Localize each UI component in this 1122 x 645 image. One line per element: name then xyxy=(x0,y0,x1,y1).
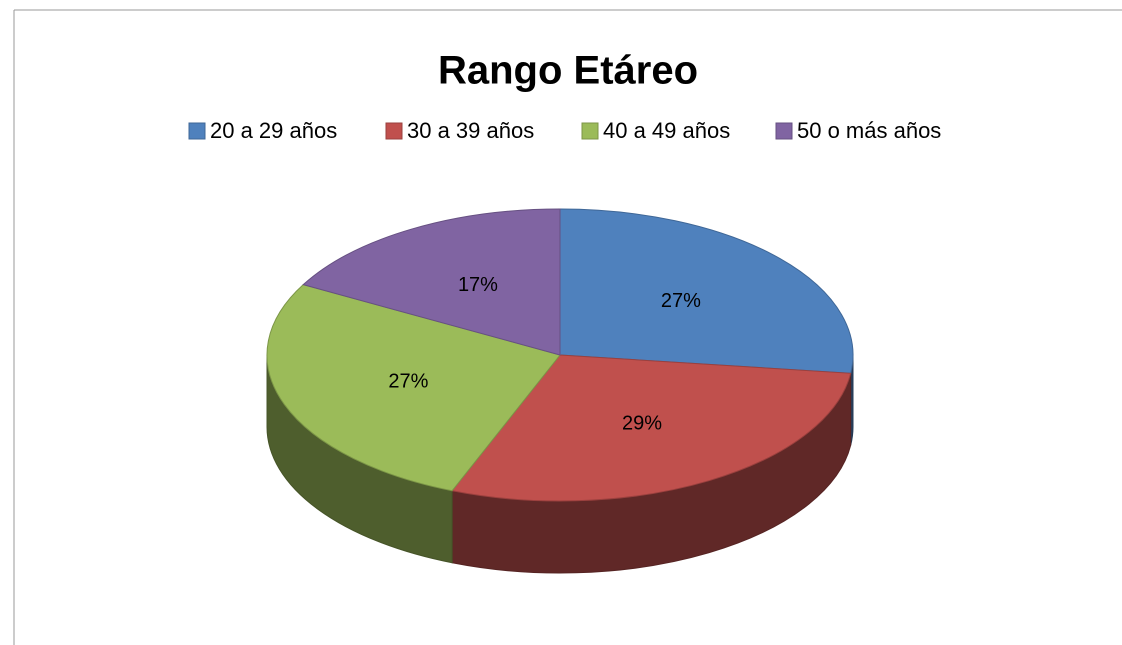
slice xyxy=(559,208,854,374)
legend-label: 20 a 29 años xyxy=(210,118,337,143)
slice xyxy=(302,208,561,356)
legend-swatch xyxy=(775,122,793,140)
legend-swatch xyxy=(581,122,599,140)
data-label: 27% xyxy=(388,370,428,392)
legend-label: 30 a 39 años xyxy=(407,118,534,143)
slice xyxy=(451,354,852,502)
legend-swatch xyxy=(385,122,403,140)
data-label: 17% xyxy=(458,274,498,296)
legend-swatch xyxy=(188,122,206,140)
data-label: 29% xyxy=(622,412,662,434)
chart-title: Rango Etáreo xyxy=(438,49,698,93)
legend-label: 40 a 49 años xyxy=(603,118,730,143)
legend-label: 50 o más años xyxy=(797,118,941,143)
slice xyxy=(266,284,561,492)
data-label: 27% xyxy=(661,290,701,312)
